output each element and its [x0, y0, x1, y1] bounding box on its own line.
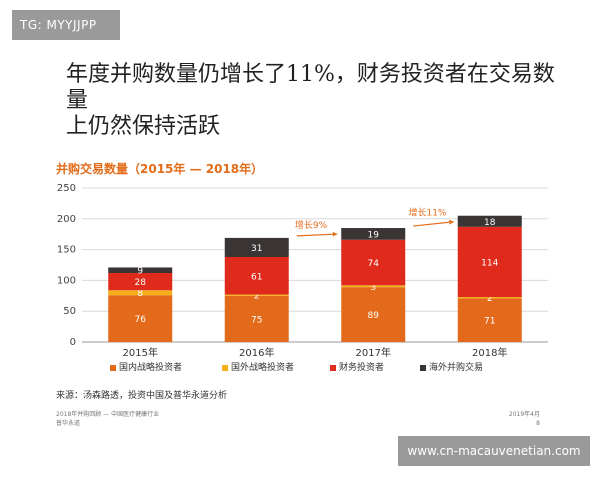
- data-label: 71: [484, 317, 495, 327]
- bar-segment: [224, 256, 289, 295]
- data-label: 2: [254, 292, 260, 302]
- y-tick-label: 100: [57, 275, 76, 286]
- growth-arrow-head: [332, 231, 338, 237]
- footer-company: 普华永道: [56, 420, 81, 427]
- footer-date: 2019年4月: [508, 411, 540, 418]
- footer-page-number: 8: [536, 420, 540, 427]
- headline-line-1: 年度并购数量仍增长了11%，财务投资者在交易数量: [66, 62, 555, 113]
- growth-annotation: 增长9%: [295, 219, 328, 231]
- growth-arrow-line: [413, 221, 454, 227]
- data-label: 89: [368, 311, 380, 321]
- x-tick-label: 2017年: [356, 346, 391, 359]
- growth-annotation: 增长11%: [408, 207, 446, 219]
- data-label: 74: [368, 259, 380, 269]
- footer-report-title: 2018年并购回顾 — 中国医疗健康行业: [56, 411, 160, 418]
- footer-right: 2019年4月 8: [500, 410, 540, 428]
- watermark-tag: TG: MYYJJPP: [12, 10, 120, 40]
- growth-arrow-line: [296, 233, 338, 237]
- x-tick-label: 2016年: [239, 346, 274, 359]
- bar-segment: [224, 294, 289, 296]
- y-tick-label: 250: [57, 183, 76, 194]
- y-tick-label: 50: [63, 306, 76, 317]
- bar-segment: [341, 287, 406, 342]
- data-label: 76: [135, 315, 147, 325]
- data-label: 61: [251, 272, 262, 282]
- y-tick-label: 200: [57, 214, 76, 225]
- data-label: 3: [370, 283, 376, 293]
- data-label: 8: [137, 289, 143, 299]
- bar-segment: [457, 297, 522, 299]
- data-label: 114: [481, 258, 498, 268]
- y-tick-label: 150: [57, 245, 76, 256]
- legend-label: 国外战略投资者: [231, 363, 295, 373]
- bar-segment: [108, 290, 173, 296]
- legend-swatch: [110, 364, 116, 371]
- legend-label: 海外并购交易: [429, 363, 484, 373]
- headline: 年度并购数量仍增长了11%，财务投资者在交易数量 上仍然保持活跃: [66, 62, 566, 140]
- data-label: 28: [135, 278, 147, 288]
- bar-segment: [108, 295, 173, 342]
- bar-segment: [108, 267, 173, 274]
- chart-title: 并购交易数量（2015年 — 2018年）: [56, 162, 264, 176]
- bar-segment: [341, 285, 406, 288]
- legend-item: 国内战略投资者: [110, 360, 182, 373]
- watermark-url: www.cn-macauvenetian.com: [398, 436, 590, 466]
- growth-arrow-head: [449, 219, 454, 225]
- bar-segment: [224, 295, 289, 342]
- legend-swatch: [420, 364, 426, 371]
- data-label: 2: [487, 294, 493, 304]
- legend-label: 财务投资者: [339, 363, 385, 373]
- legend-item: 财务投资者: [330, 360, 384, 373]
- bar-segment: [457, 215, 522, 227]
- bar-segment: [341, 228, 406, 240]
- data-label: 75: [251, 315, 262, 325]
- bar-segment: [457, 298, 522, 342]
- legend-item: 海外并购交易: [420, 360, 483, 373]
- data-label: 18: [484, 218, 496, 228]
- bar-segment: [341, 239, 406, 286]
- data-label: 19: [368, 230, 380, 240]
- legend-label: 国内战略投资者: [119, 363, 183, 373]
- source-note: 来源：汤森路透，投资中国及普华永道分析: [56, 391, 228, 401]
- footer-left: 2018年并购回顾 — 中国医疗健康行业 普华永道: [56, 410, 159, 428]
- bar-segment: [108, 273, 173, 291]
- x-tick-label: 2015年: [123, 346, 158, 359]
- legend-item: 国外战略投资者: [222, 360, 294, 373]
- legend-swatch: [330, 364, 336, 371]
- headline-line-2: 上仍然保持活跃: [66, 114, 221, 139]
- y-tick-label: 0: [70, 337, 76, 348]
- data-label: 9: [137, 267, 143, 277]
- bar-segment: [224, 237, 289, 257]
- data-label: 31: [251, 244, 262, 254]
- legend-swatch: [222, 364, 228, 371]
- x-tick-label: 2018年: [472, 346, 507, 359]
- bar-segment: [457, 226, 522, 298]
